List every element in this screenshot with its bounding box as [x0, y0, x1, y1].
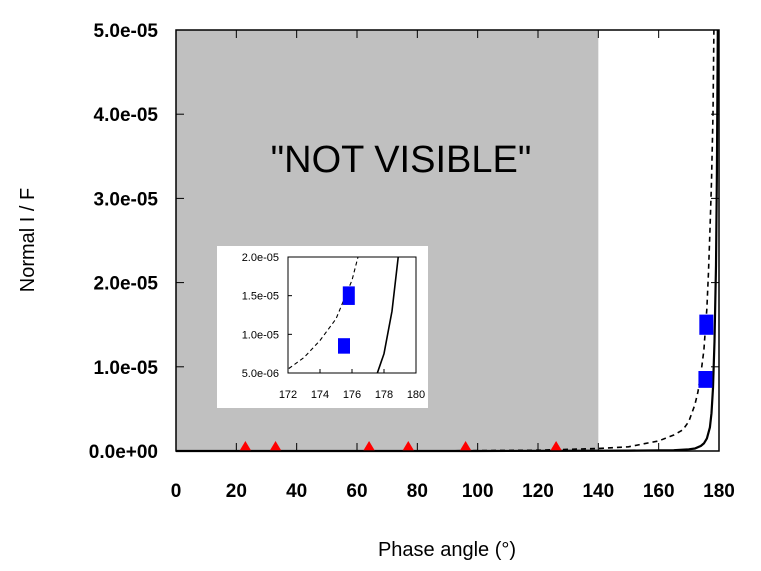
inset-y-tick-label: 1.5e-05	[242, 291, 279, 303]
y-tick-label: 1.0e-05	[94, 358, 159, 379]
x-tick-label: 160	[643, 481, 675, 502]
observation-marker	[699, 314, 714, 335]
red-triangle-marker	[459, 441, 472, 451]
x-tick-labels: 0 20 40 60 80 100 120 140 160 180	[171, 481, 735, 502]
x-tick-label: 40	[286, 481, 307, 502]
inset-chart: 172 174 176 178 180 5.0e-06 1.0e-05 1.5e-05 2.0e…	[217, 246, 428, 408]
y-tick-labels: 0.0e+00 1.0e-05 2.0e-05 3.0e-05 4.0e-05 5.0e-…	[89, 21, 159, 463]
x-tick-label: 20	[226, 481, 247, 502]
inset-plot	[288, 257, 400, 373]
x-axis-label: Phase angle (°)	[378, 539, 516, 561]
y-tick-label: 3.0e-05	[94, 189, 159, 210]
y-axis-label: Normal I / F	[17, 188, 39, 292]
series-line-model-dashed	[176, 29, 715, 452]
x-tick-label: 140	[582, 481, 614, 502]
red-triangle-marker	[363, 441, 376, 451]
red-markers	[239, 441, 563, 451]
y-tick-label: 5.0e-05	[94, 21, 159, 42]
red-triangle-marker	[550, 441, 563, 451]
inset-background	[217, 246, 428, 408]
x-tick-label: 60	[346, 481, 367, 502]
red-triangle-marker	[239, 441, 252, 451]
inset-observation-marker	[338, 338, 350, 354]
inset-y-tick-label: 5.0e-06	[242, 368, 279, 380]
x-tick-label: 120	[522, 481, 554, 502]
inset-series-line-model-dashed	[288, 257, 359, 370]
y-tick-label: 4.0e-05	[94, 105, 159, 126]
inset-x-tick-label: 178	[375, 389, 393, 401]
red-triangle-marker	[269, 441, 282, 451]
inset-x-tick-label: 172	[279, 389, 297, 401]
plot-frame	[175, 29, 720, 452]
x-tick-label: 0	[171, 481, 182, 502]
inset-x-tick-label: 180	[407, 389, 425, 401]
observation-marker	[698, 371, 713, 388]
inset-series-line-model-solid	[376, 257, 400, 373]
y-tick-label: 2.0e-05	[94, 274, 159, 295]
inset-y-tick-label: 2.0e-05	[242, 252, 279, 264]
red-triangle-marker	[402, 441, 415, 451]
x-tick-label: 180	[703, 481, 735, 502]
y-tick-label: 0.0e+00	[89, 442, 158, 463]
inset-y-tick-label: 1.0e-05	[242, 329, 279, 341]
observations	[698, 314, 714, 388]
x-tick-label: 80	[407, 481, 428, 502]
inset-observation-marker	[342, 286, 355, 305]
inset-x-tick-label: 174	[311, 389, 329, 401]
not-visible-label: "NOT VISIBLE"	[271, 139, 532, 181]
x-tick-label: 100	[462, 481, 494, 502]
inset-x-tick-label: 176	[343, 389, 361, 401]
